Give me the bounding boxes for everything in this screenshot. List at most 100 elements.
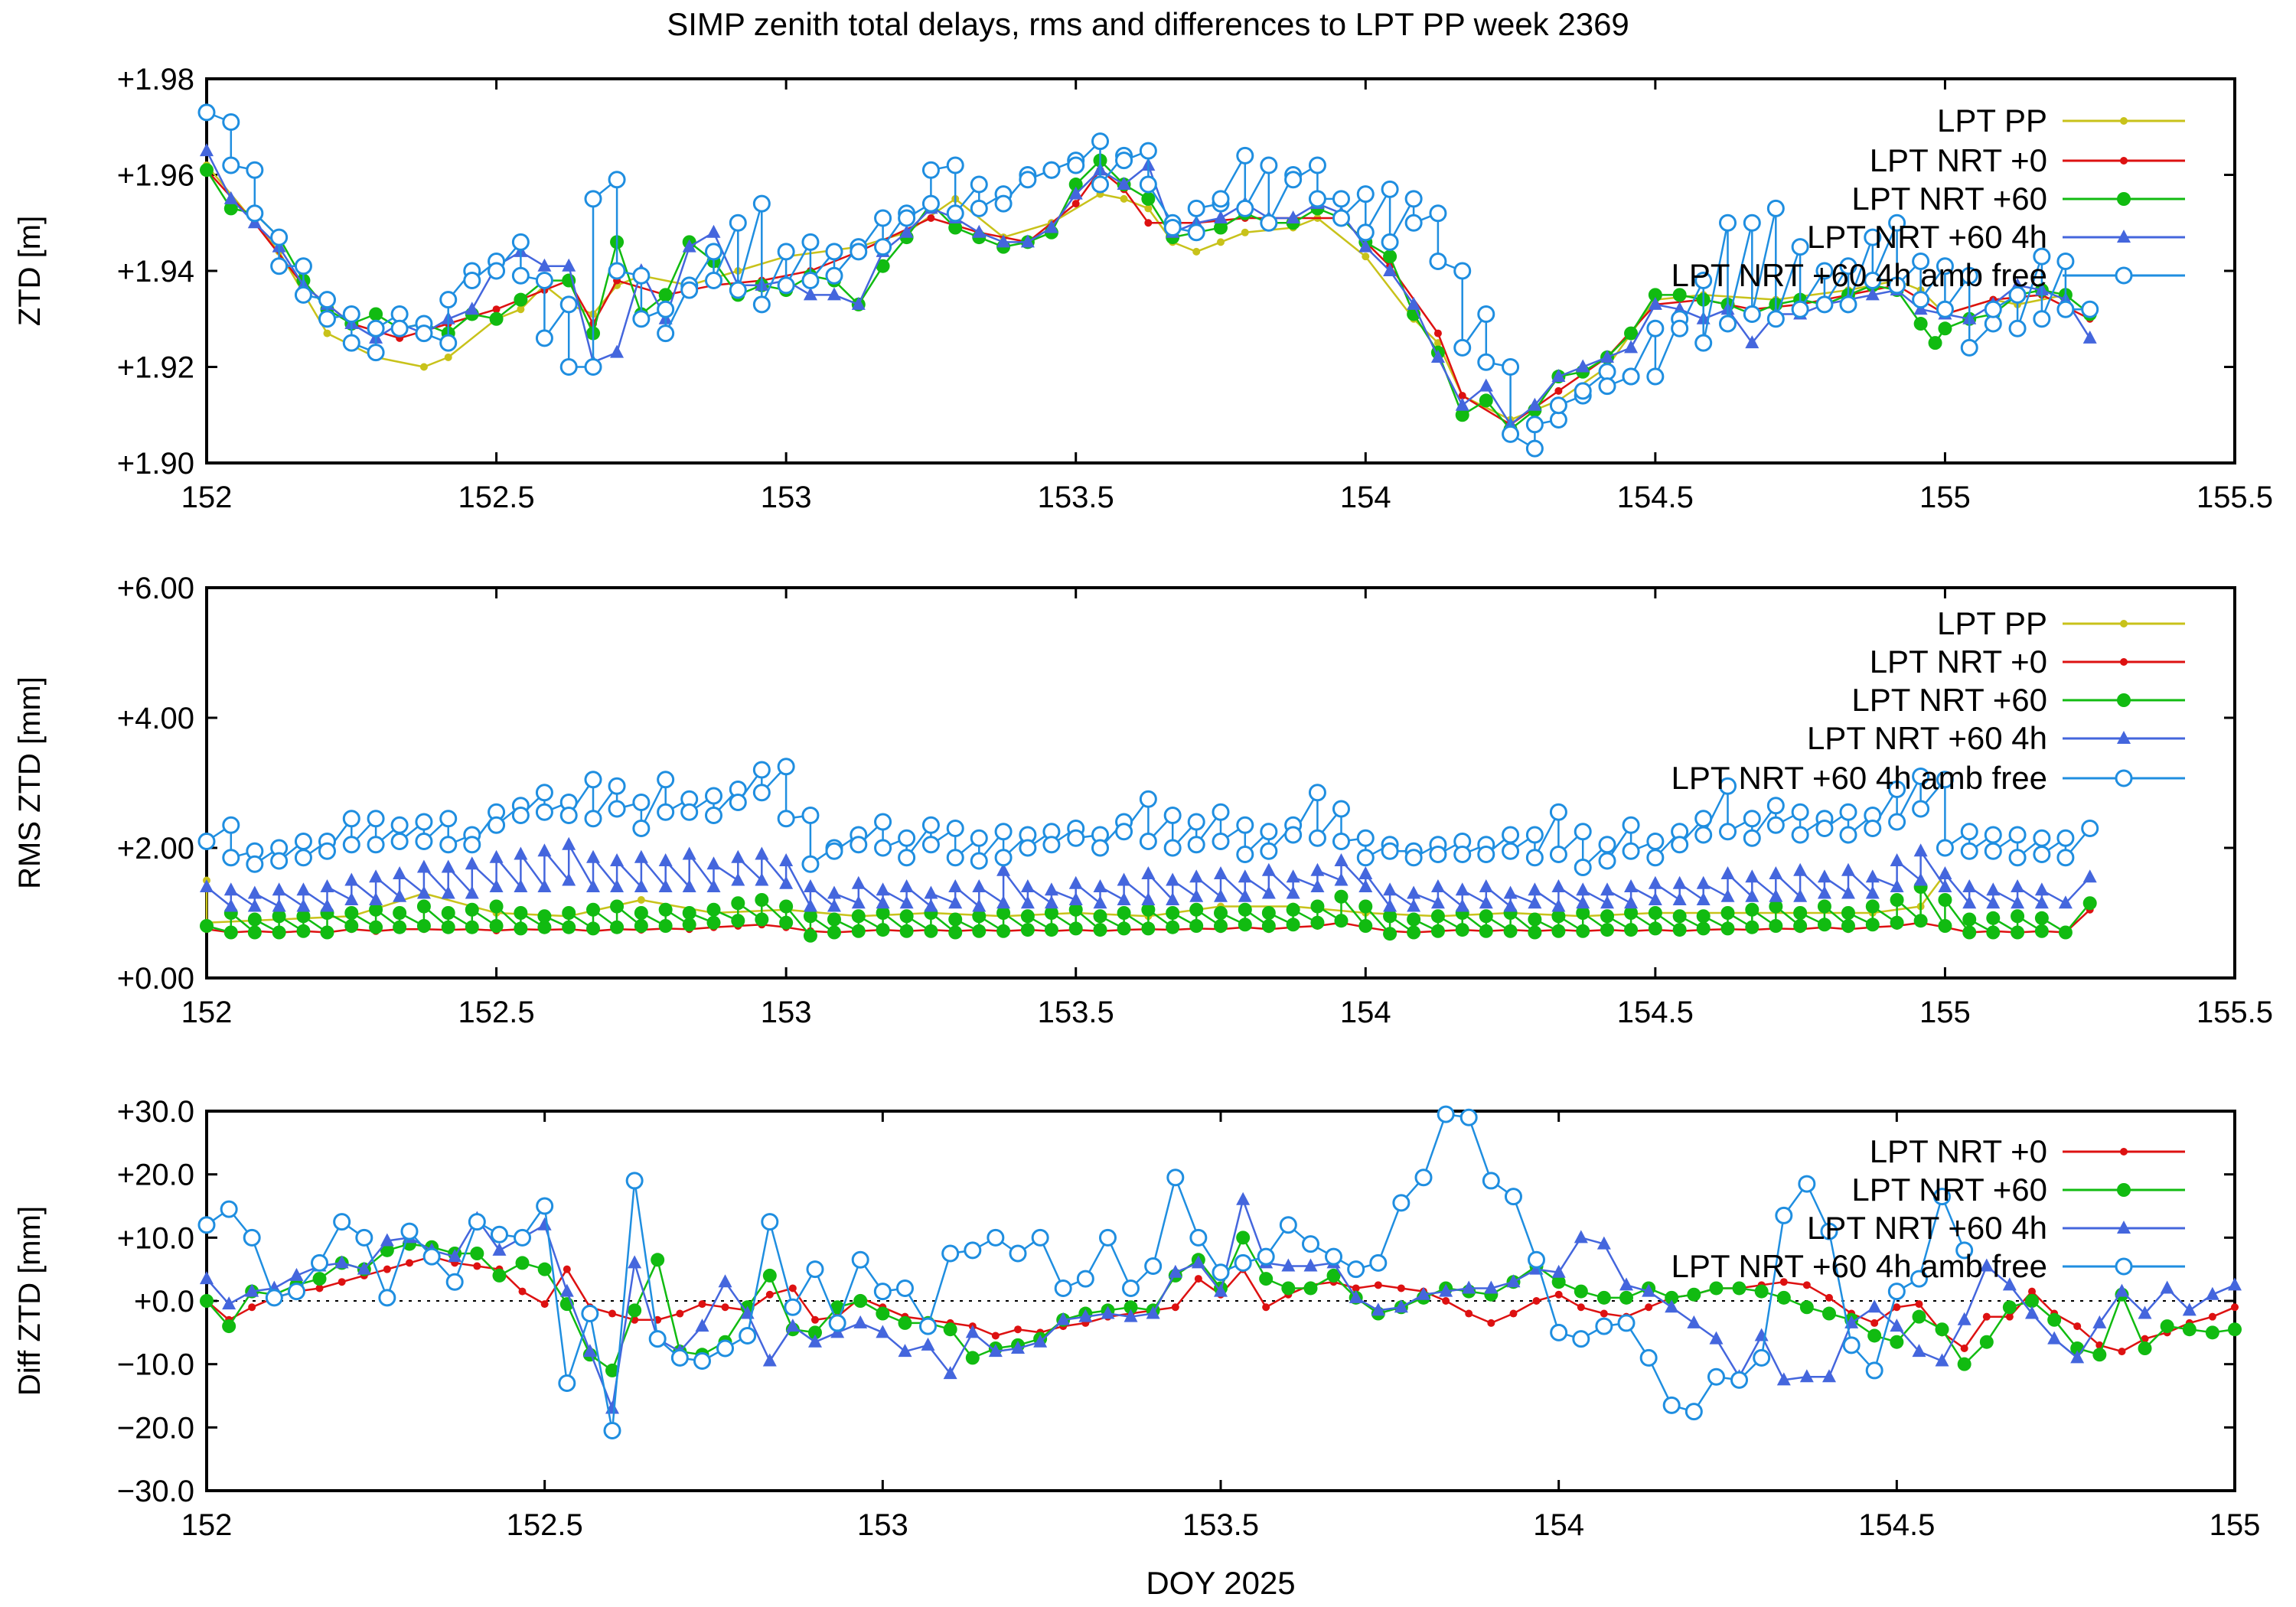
data-point bbox=[197, 833, 216, 850]
data-point bbox=[390, 319, 409, 337]
data-point bbox=[1791, 238, 1809, 256]
data-point bbox=[972, 924, 987, 938]
data-point bbox=[1020, 879, 1035, 892]
data-point bbox=[680, 803, 699, 821]
data-point bbox=[1820, 1222, 1838, 1240]
data-point bbox=[1528, 925, 1542, 940]
data-point bbox=[1381, 842, 1399, 860]
data-point bbox=[625, 1172, 644, 1190]
data-point bbox=[2081, 300, 2099, 318]
data-point bbox=[2008, 285, 2027, 304]
data-point bbox=[1938, 321, 1952, 336]
data-point bbox=[632, 820, 651, 837]
data-point bbox=[1141, 892, 1156, 905]
data-point bbox=[851, 296, 866, 310]
data-point bbox=[1189, 919, 1204, 933]
data-point bbox=[970, 852, 988, 870]
x-tick-label: 153 bbox=[761, 996, 812, 1029]
data-point bbox=[1407, 885, 1421, 899]
data-point bbox=[441, 885, 455, 899]
legend-marker bbox=[2120, 620, 2128, 627]
data-point bbox=[972, 879, 987, 892]
data-point bbox=[1117, 906, 1131, 920]
data-point bbox=[2056, 829, 2075, 847]
x-tick-label: 154 bbox=[1340, 481, 1391, 514]
data-point bbox=[222, 1296, 236, 1310]
data-point bbox=[1404, 849, 1423, 867]
data-point bbox=[1551, 898, 1566, 912]
data-point bbox=[705, 807, 722, 824]
data-point bbox=[1646, 367, 1665, 386]
data-point bbox=[1839, 803, 1857, 821]
data-point bbox=[1356, 185, 1375, 204]
data-point bbox=[1648, 296, 1662, 310]
data-point bbox=[828, 1314, 846, 1332]
data-point bbox=[921, 1337, 935, 1351]
data-point bbox=[2082, 896, 2097, 911]
data-point bbox=[1068, 892, 1083, 905]
data-point bbox=[1960, 842, 1978, 860]
legend-marker bbox=[2117, 731, 2131, 744]
data-point bbox=[492, 305, 501, 314]
data-point bbox=[970, 829, 988, 847]
data-point bbox=[559, 807, 578, 824]
data-point bbox=[1078, 1309, 1093, 1322]
data-point bbox=[514, 846, 528, 860]
data-point bbox=[921, 194, 940, 213]
data-point bbox=[488, 262, 506, 280]
data-point bbox=[706, 902, 721, 917]
data-point bbox=[991, 1332, 1000, 1340]
data-point bbox=[393, 866, 407, 879]
data-point bbox=[2231, 1303, 2239, 1312]
data-point bbox=[270, 257, 289, 275]
data-point bbox=[1261, 906, 1276, 920]
data-point bbox=[1068, 186, 1083, 200]
data-point bbox=[1694, 826, 1713, 844]
legend-marker bbox=[2120, 1148, 2128, 1156]
data-point bbox=[808, 1325, 822, 1340]
data-point bbox=[248, 1303, 256, 1312]
data-point bbox=[2025, 1305, 2039, 1319]
data-point bbox=[1189, 869, 1204, 883]
data-point bbox=[1212, 803, 1230, 821]
data-point bbox=[296, 924, 311, 938]
data-point bbox=[367, 836, 385, 854]
data-point bbox=[1259, 1272, 1274, 1286]
data-point bbox=[1383, 263, 1397, 276]
data-point bbox=[632, 310, 651, 328]
data-point bbox=[1793, 919, 1808, 933]
data-point bbox=[1054, 1279, 1072, 1297]
data-point bbox=[1430, 349, 1445, 363]
data-point bbox=[1865, 869, 1880, 883]
data-point bbox=[294, 849, 312, 867]
data-point bbox=[393, 906, 407, 920]
data-point bbox=[369, 902, 383, 917]
data-point bbox=[1171, 1303, 1179, 1312]
legend-marker bbox=[2117, 693, 2131, 707]
data-point bbox=[1890, 915, 1904, 930]
data-point bbox=[755, 912, 769, 927]
series-lpt-nrt-60-4h-amb-free bbox=[197, 758, 2099, 876]
data-point bbox=[608, 1309, 616, 1318]
data-point bbox=[943, 1322, 957, 1337]
data-point bbox=[682, 879, 696, 892]
data-point bbox=[247, 885, 262, 899]
data-point bbox=[1115, 152, 1133, 170]
data-point bbox=[1122, 1279, 1140, 1297]
data-point bbox=[755, 846, 769, 860]
data-point bbox=[1549, 411, 1567, 429]
data-point bbox=[634, 849, 648, 863]
data-point bbox=[851, 909, 866, 924]
data-point bbox=[416, 919, 431, 933]
data-point bbox=[535, 803, 553, 821]
data-point bbox=[1645, 1303, 1653, 1312]
data-point bbox=[658, 902, 673, 917]
data-point bbox=[1865, 899, 1880, 914]
data-point bbox=[1356, 223, 1375, 242]
data-point bbox=[514, 921, 528, 936]
data-point bbox=[1214, 906, 1228, 920]
data-point bbox=[1217, 238, 1225, 246]
data-point bbox=[898, 849, 916, 867]
data-point bbox=[899, 924, 914, 938]
data-point bbox=[1479, 378, 1493, 392]
